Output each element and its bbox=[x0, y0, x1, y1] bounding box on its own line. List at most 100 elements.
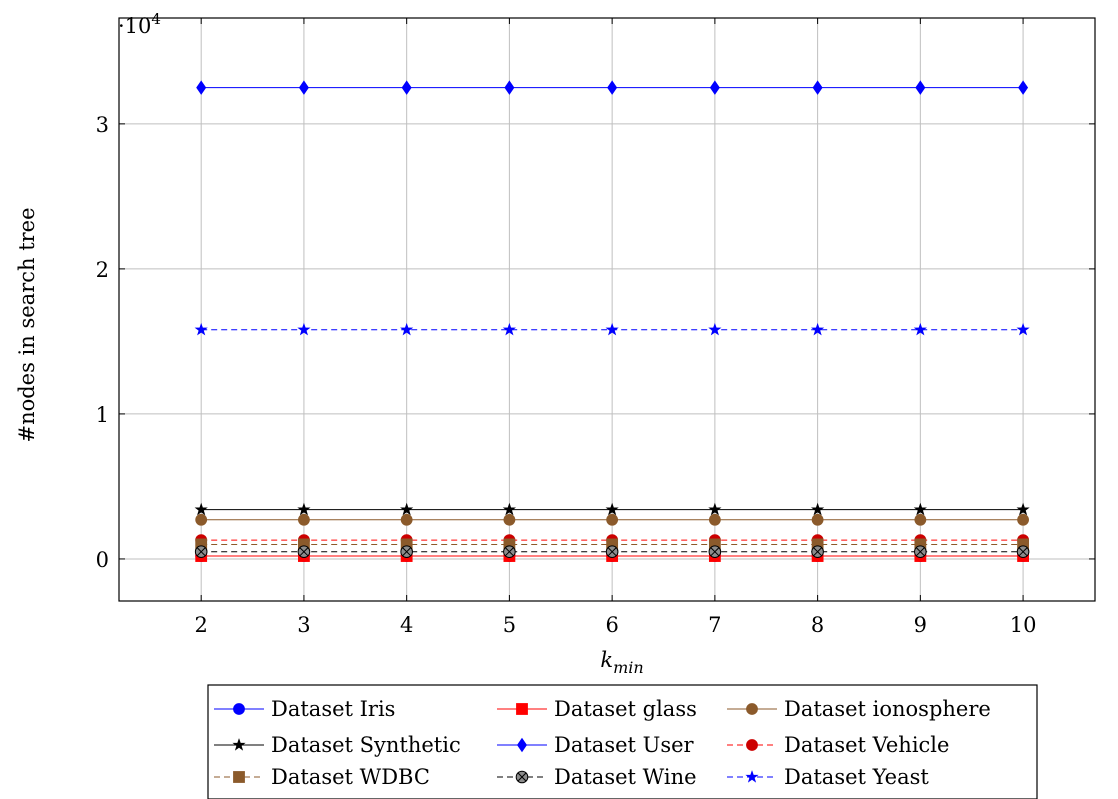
x-tick-label: 6 bbox=[605, 613, 618, 637]
data-point bbox=[913, 502, 927, 516]
y-tick-label: 2 bbox=[96, 258, 109, 282]
grid bbox=[119, 18, 1095, 601]
data-point bbox=[194, 545, 208, 558]
data-point bbox=[811, 502, 825, 516]
legend-label: Dataset ionosphere bbox=[784, 697, 991, 721]
data-point bbox=[298, 513, 310, 526]
data-point bbox=[297, 502, 311, 516]
x-tick-label: 8 bbox=[811, 613, 824, 637]
series-dataset-user bbox=[196, 80, 1029, 95]
y-tick-label: 3 bbox=[96, 113, 109, 137]
x-axis-title: kmin bbox=[600, 648, 643, 677]
x-tick-label: 5 bbox=[503, 613, 516, 637]
legend-label: Dataset Yeast bbox=[784, 765, 929, 789]
data-point bbox=[1016, 502, 1030, 516]
series-dataset-wine bbox=[194, 545, 1030, 558]
legend-marker bbox=[515, 770, 529, 784]
legend-label: Dataset glass bbox=[554, 697, 697, 721]
data-point bbox=[1017, 513, 1029, 526]
data-point bbox=[504, 80, 515, 95]
legend-item-dataset-user: Dataset User bbox=[497, 733, 695, 757]
legend-marker bbox=[746, 703, 758, 715]
series-dataset-synthetic bbox=[194, 502, 1030, 516]
y-tick-label: 0 bbox=[96, 548, 109, 572]
legend-item-dataset-vehicle: Dataset Vehicle bbox=[727, 733, 949, 757]
data-point bbox=[913, 322, 927, 336]
axis-ticks: 2 3 4 5 6 7 8 9 10 0 1 2 3 bbox=[96, 18, 1095, 637]
legend-label: Dataset Iris bbox=[271, 697, 395, 721]
x-tick-label: 7 bbox=[708, 613, 721, 637]
data-point bbox=[196, 80, 207, 95]
legend-marker bbox=[517, 737, 527, 753]
legend: Dataset Iris Dataset glass Dataset ionosph… bbox=[207, 684, 1038, 799]
data-point bbox=[709, 80, 720, 95]
x-tick-label: 3 bbox=[297, 613, 310, 637]
legend-frame bbox=[207, 684, 1038, 799]
x-tick-label: 9 bbox=[914, 613, 927, 637]
legend-marker bbox=[233, 703, 245, 715]
data-point bbox=[401, 80, 412, 95]
legend-item-dataset-yeast: Dataset Yeast bbox=[727, 765, 929, 789]
data-point bbox=[1018, 80, 1029, 95]
data-point bbox=[811, 545, 824, 558]
data-point bbox=[1016, 545, 1030, 558]
data-point bbox=[914, 545, 927, 558]
legend-marker bbox=[232, 738, 246, 751]
data-point bbox=[195, 513, 208, 526]
legend-item-dataset-ionosphere: Dataset ionosphere bbox=[727, 697, 991, 721]
x-tick-label: 2 bbox=[195, 613, 208, 637]
legend-item-dataset-wine: Dataset Wine bbox=[497, 765, 697, 789]
data-point bbox=[605, 322, 619, 336]
data-point bbox=[708, 513, 721, 526]
data-point bbox=[606, 513, 619, 526]
legend-marker bbox=[745, 770, 759, 783]
data-point bbox=[194, 502, 208, 516]
data-point bbox=[812, 80, 823, 95]
data-point bbox=[400, 322, 414, 336]
legend-marker bbox=[516, 703, 528, 715]
data-point bbox=[502, 322, 516, 336]
legend-label: Dataset User bbox=[554, 733, 695, 757]
legend-label: Dataset Vehicle bbox=[784, 733, 949, 757]
data-point bbox=[708, 322, 722, 336]
series-dataset-wdbc bbox=[195, 538, 1029, 551]
legend-label: Dataset WDBC bbox=[271, 765, 430, 789]
legend-label: Dataset Wine bbox=[554, 765, 697, 789]
data-point bbox=[811, 513, 824, 526]
data-point bbox=[297, 545, 311, 558]
data-point bbox=[708, 545, 722, 558]
data-point bbox=[502, 502, 516, 516]
series-layer bbox=[194, 80, 1030, 562]
legend-item-dataset-glass: Dataset glass bbox=[497, 697, 697, 721]
legend-marker bbox=[233, 771, 245, 783]
data-point bbox=[503, 513, 516, 526]
data-point bbox=[811, 322, 825, 336]
series-dataset-ionosphere bbox=[195, 513, 1029, 526]
plot-frame bbox=[118, 17, 1096, 602]
data-point bbox=[914, 513, 927, 526]
data-point bbox=[605, 502, 619, 516]
data-point bbox=[400, 545, 413, 558]
series-dataset-yeast bbox=[194, 322, 1030, 336]
y-tick-label: 1 bbox=[96, 403, 109, 427]
legend-marker bbox=[746, 739, 758, 751]
data-point bbox=[400, 513, 413, 526]
data-point bbox=[605, 545, 619, 558]
data-point bbox=[607, 80, 618, 95]
data-point bbox=[194, 322, 208, 336]
data-point bbox=[1016, 322, 1030, 336]
y-axis-scale-label: ·104 bbox=[118, 10, 161, 38]
data-point bbox=[298, 80, 309, 95]
data-point bbox=[297, 322, 311, 336]
data-point bbox=[503, 545, 516, 558]
data-point bbox=[400, 502, 414, 516]
data-point bbox=[915, 80, 926, 95]
data-point bbox=[708, 502, 722, 516]
x-tick-label: 10 bbox=[1010, 613, 1037, 637]
legend-item-dataset-wdbc: Dataset WDBC bbox=[214, 765, 430, 789]
y-axis-title: #nodes in search tree bbox=[15, 207, 39, 442]
legend-item-dataset-synthetic: Dataset Synthetic bbox=[214, 733, 461, 757]
legend-item-dataset-iris: Dataset Iris bbox=[214, 697, 395, 721]
x-tick-label: 4 bbox=[400, 613, 413, 637]
